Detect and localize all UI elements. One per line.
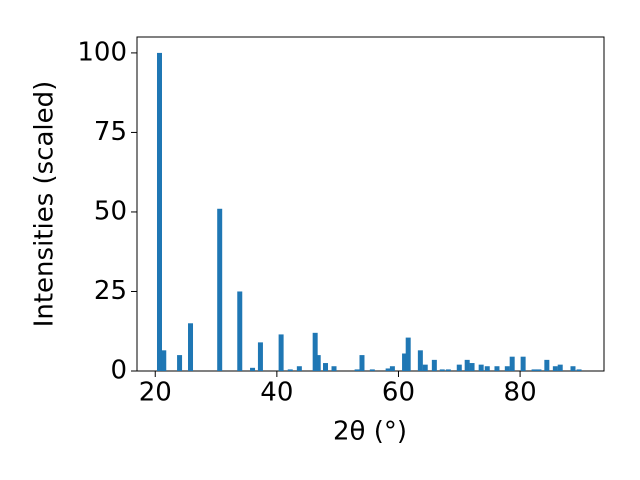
y-axis-label: Intensities (scaled) (30, 81, 60, 328)
bar (312, 332, 318, 371)
bar (237, 291, 243, 371)
bar (161, 350, 167, 371)
bar (296, 366, 302, 371)
bar (494, 366, 500, 371)
bar (156, 52, 162, 372)
x-axis-label: 2θ (°) (333, 417, 407, 447)
y-tick-label: 50 (94, 196, 127, 226)
bar (456, 364, 462, 371)
y-tick-label: 100 (77, 37, 127, 67)
bar (422, 364, 428, 371)
bar (177, 355, 183, 371)
bar (478, 364, 484, 371)
bar (359, 355, 365, 371)
bar (278, 334, 284, 371)
y-tick-label: 0 (110, 356, 127, 386)
bar (509, 356, 515, 371)
bar (431, 359, 437, 371)
bar (287, 369, 293, 371)
plot-frame (136, 36, 605, 372)
x-tick-label: 20 (139, 378, 172, 408)
bar (417, 350, 423, 371)
bar (576, 369, 582, 371)
bar (369, 369, 375, 371)
bar (405, 337, 411, 371)
bar (445, 369, 451, 371)
bar (469, 363, 475, 371)
bar (544, 359, 550, 371)
bar (257, 342, 263, 371)
bar (557, 364, 563, 371)
bar (439, 369, 445, 371)
bar (552, 366, 558, 371)
bar (389, 366, 395, 371)
x-tick-label: 40 (260, 378, 293, 408)
bar (315, 355, 321, 371)
bar (464, 359, 470, 371)
bar (250, 367, 256, 371)
bar (531, 369, 537, 371)
bar (504, 366, 510, 371)
y-tick-label: 75 (94, 117, 127, 147)
bar (354, 369, 360, 371)
bar (536, 369, 542, 371)
bar (385, 368, 391, 371)
bar (520, 356, 526, 371)
bar (484, 366, 490, 371)
bar (331, 366, 337, 371)
bar (402, 353, 408, 371)
y-tick-label: 25 (94, 276, 127, 306)
bar (188, 323, 194, 371)
bar (323, 363, 329, 371)
x-tick-label: 60 (382, 378, 415, 408)
bar (570, 366, 576, 371)
x-tick-label: 80 (504, 378, 537, 408)
bar (217, 208, 223, 371)
